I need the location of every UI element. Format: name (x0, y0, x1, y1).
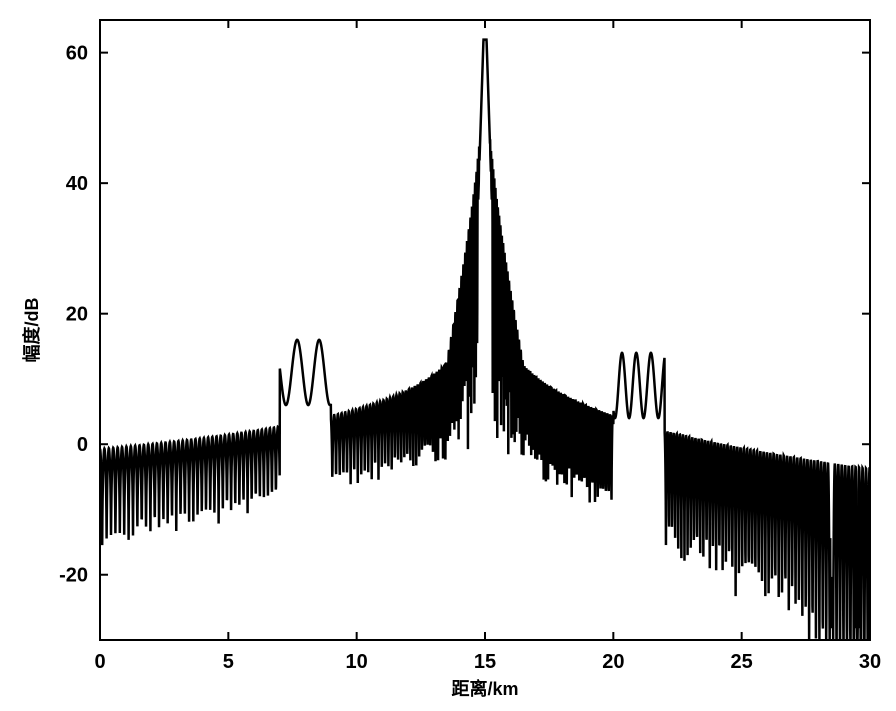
y-tick-label: -20 (59, 565, 88, 587)
x-tick-label: 30 (859, 651, 881, 673)
x-tick-label: 5 (223, 651, 234, 673)
x-tick-label: 0 (94, 651, 105, 673)
signal-chart: 0 5 10 15 20 25 30 -20 0 20 40 60 距离/km 幅度/dB (0, 0, 896, 711)
x-axis-label: 距离/km (451, 678, 518, 699)
x-tick-label: 25 (731, 651, 753, 673)
x-tick-label: 20 (602, 651, 624, 673)
signal-trace (100, 40, 870, 640)
y-tick-label: 20 (66, 304, 88, 326)
y-tick-label: 60 (66, 43, 88, 65)
y-axis-label: 幅度/dB (21, 298, 42, 363)
chart-container: 0 5 10 15 20 25 30 -20 0 20 40 60 距离/km 幅度/dB (0, 0, 896, 711)
y-tick-label: 0 (77, 434, 88, 456)
x-tick-label: 15 (474, 651, 496, 673)
y-tick-label: 40 (66, 173, 88, 195)
x-tick-label: 10 (346, 651, 368, 673)
